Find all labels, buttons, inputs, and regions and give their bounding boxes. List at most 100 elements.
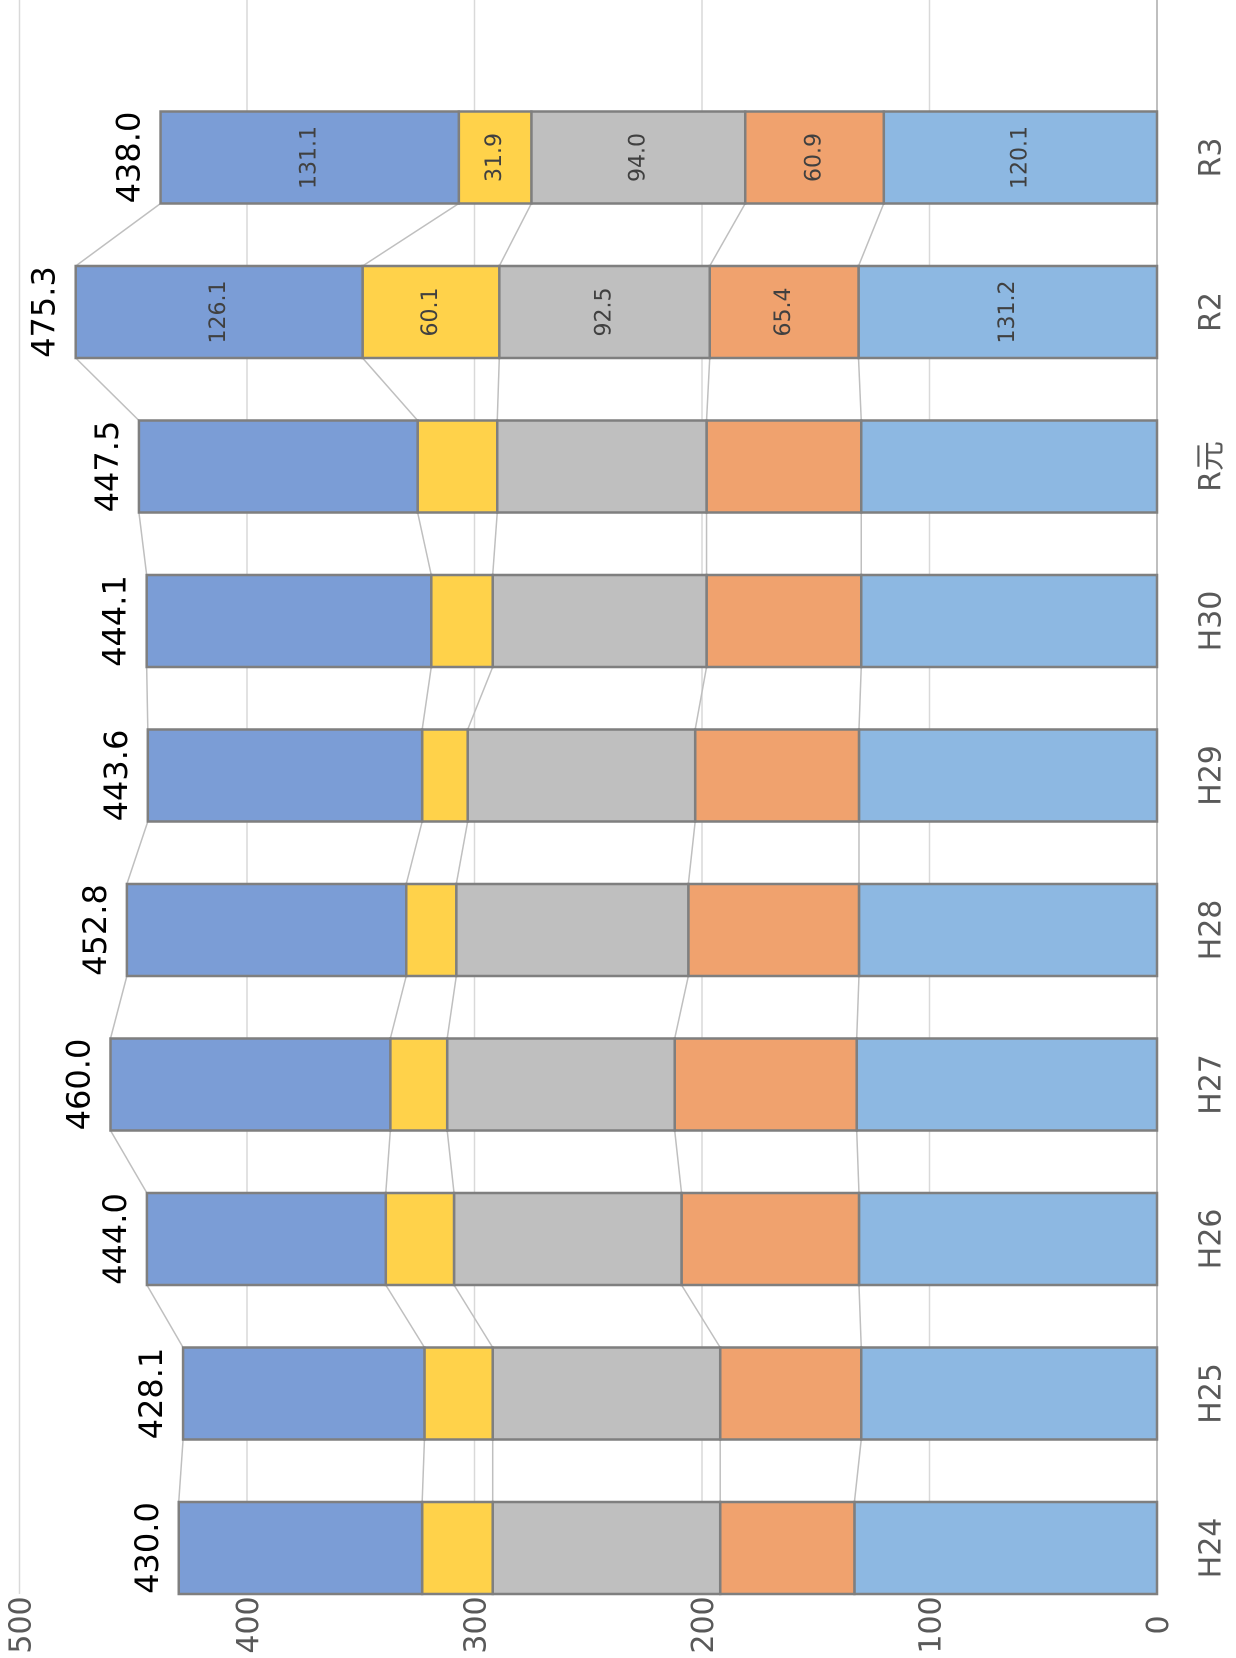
y-tick-label: 400	[231, 1596, 266, 1653]
x-tick-label: H25	[1194, 1363, 1229, 1424]
series-line	[855, 975, 860, 1039]
series-line	[853, 1439, 862, 1503]
x-tick-label: R元	[1194, 441, 1229, 492]
bar-segment	[457, 110, 533, 205]
data-label: 92.5	[592, 288, 617, 337]
bar-segment	[491, 1346, 722, 1441]
bar-segment	[673, 1037, 858, 1132]
series-connectors	[75, 202, 885, 1503]
y-tick-label: 200	[686, 1596, 721, 1653]
series-line	[694, 666, 708, 730]
labels: H24 430.0 H25 428.1 H26 444.0 H27 460.0 H28 452.8…	[25, 112, 1229, 1594]
bar-segment	[455, 882, 690, 978]
data-label: 65.4	[771, 288, 796, 337]
x-tick-label: H29	[1194, 745, 1229, 806]
series-line	[385, 1130, 392, 1194]
series-line	[673, 1130, 683, 1194]
series-line	[75, 357, 140, 422]
total-label: 452.8	[76, 884, 114, 976]
data-label: 131.1	[297, 126, 322, 189]
x-tick-label: R3	[1194, 138, 1229, 178]
bar-segment	[743, 110, 886, 205]
bar-segment	[159, 110, 461, 205]
series-line	[405, 821, 423, 885]
x-tick-label: H26	[1194, 1209, 1229, 1270]
series-line	[109, 1130, 148, 1194]
series-line	[498, 203, 533, 267]
series-line	[709, 203, 746, 267]
bar-segment	[145, 1191, 388, 1287]
bar-segment	[853, 1500, 1159, 1596]
bar-segment	[445, 1037, 676, 1132]
bar-segment	[361, 264, 501, 360]
series-line	[146, 1284, 184, 1348]
bar-segment	[146, 728, 424, 823]
bar-segment	[423, 1346, 494, 1441]
bar-segment	[181, 1346, 426, 1441]
bar-segment	[857, 264, 1159, 360]
bar-segment	[496, 419, 708, 514]
bars	[74, 110, 1159, 1596]
series-line	[421, 666, 433, 730]
bar-segment	[680, 1191, 861, 1287]
series-line	[687, 821, 696, 885]
series-line	[145, 666, 149, 730]
series-line	[446, 975, 458, 1039]
series-line	[178, 1439, 184, 1503]
bar-segment	[693, 728, 861, 823]
total-label: 428.1	[132, 1348, 170, 1440]
data-label: 126.1	[206, 281, 231, 344]
x-tick-label: R2	[1194, 292, 1229, 332]
series-line	[385, 1284, 426, 1348]
bar-segment	[74, 264, 364, 360]
series-line	[496, 357, 501, 421]
x-tick-label: H30	[1194, 591, 1229, 652]
series-line	[491, 512, 498, 576]
bar-segment	[125, 882, 408, 978]
bar-segment	[705, 419, 863, 514]
bar-segment	[420, 1500, 494, 1596]
bar-segment	[708, 264, 860, 360]
bar-segment	[855, 1037, 1159, 1132]
total-label: 443.6	[97, 730, 135, 822]
series-line	[455, 821, 469, 885]
bar-segment	[705, 573, 863, 669]
series-line	[855, 1130, 860, 1194]
total-label: 475.3	[25, 266, 63, 358]
bar-segment	[860, 419, 1159, 514]
total-label: 430.0	[128, 1502, 166, 1594]
bar-segment	[405, 882, 458, 978]
series-line	[705, 357, 711, 421]
bar-segment	[857, 1191, 1159, 1287]
series-line	[362, 357, 419, 421]
bar-segment	[416, 419, 499, 514]
bar-segment	[384, 1191, 456, 1287]
data-label: 120.1	[1007, 126, 1032, 189]
y-tick-label: 500	[4, 1596, 39, 1653]
bar-segment	[530, 110, 747, 205]
total-label: 447.5	[88, 421, 126, 513]
series-line	[680, 1284, 721, 1348]
bar-segment	[491, 573, 708, 669]
bar-segment	[466, 728, 697, 823]
bar-segment	[430, 573, 494, 669]
series-line	[857, 203, 885, 267]
y-tick-label: 300	[459, 1596, 494, 1653]
x-tick-label: H24	[1194, 1518, 1229, 1579]
bar-segment	[857, 728, 1159, 823]
series-line	[75, 202, 161, 267]
series-line	[466, 666, 494, 730]
bar-segment	[687, 882, 861, 978]
series-line	[446, 1130, 455, 1194]
data-label: 60.1	[418, 288, 443, 337]
bar-segment	[137, 419, 419, 514]
series-line	[362, 202, 460, 267]
bar-segment	[389, 1037, 449, 1132]
bar-segment	[177, 1500, 424, 1596]
series-line	[673, 975, 690, 1039]
total-label: 438.0	[110, 112, 148, 204]
bar-segment	[109, 1037, 392, 1132]
series-line	[416, 512, 433, 576]
bar-segment	[860, 573, 1159, 669]
y-tick-label: 100	[914, 1596, 949, 1653]
